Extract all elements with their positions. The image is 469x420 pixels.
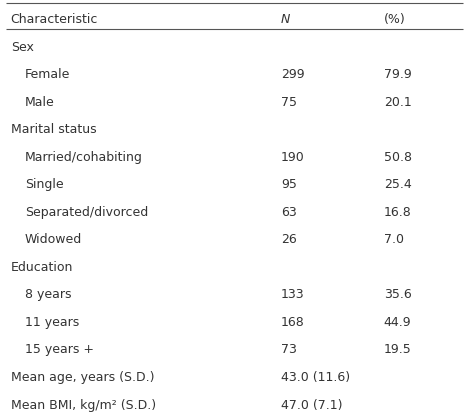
Text: N: N xyxy=(281,13,290,26)
Text: 95: 95 xyxy=(281,178,297,191)
Text: Mean age, years (S.D.): Mean age, years (S.D.) xyxy=(11,371,154,384)
Text: 44.9: 44.9 xyxy=(384,316,411,329)
Text: 133: 133 xyxy=(281,289,305,302)
Text: Education: Education xyxy=(11,261,73,274)
Text: 73: 73 xyxy=(281,344,297,357)
Text: 26: 26 xyxy=(281,233,297,246)
Text: Single: Single xyxy=(25,178,63,191)
Text: Male: Male xyxy=(25,96,54,109)
Text: Female: Female xyxy=(25,68,70,81)
Text: 190: 190 xyxy=(281,151,305,164)
Text: Married/cohabiting: Married/cohabiting xyxy=(25,151,143,164)
Text: 19.5: 19.5 xyxy=(384,344,411,357)
Text: 16.8: 16.8 xyxy=(384,206,411,219)
Text: 25.4: 25.4 xyxy=(384,178,411,191)
Text: 11 years: 11 years xyxy=(25,316,79,329)
Text: 168: 168 xyxy=(281,316,305,329)
Text: 43.0 (11.6): 43.0 (11.6) xyxy=(281,371,350,384)
Text: Separated/divorced: Separated/divorced xyxy=(25,206,148,219)
Text: Widowed: Widowed xyxy=(25,233,82,246)
Text: 47.0 (7.1): 47.0 (7.1) xyxy=(281,399,343,412)
Text: 20.1: 20.1 xyxy=(384,96,411,109)
Text: Sex: Sex xyxy=(11,41,34,53)
Text: 35.6: 35.6 xyxy=(384,289,411,302)
Text: 299: 299 xyxy=(281,68,305,81)
Text: Marital status: Marital status xyxy=(11,123,96,136)
Text: Mean BMI, kg/m² (S.D.): Mean BMI, kg/m² (S.D.) xyxy=(11,399,156,412)
Text: 79.9: 79.9 xyxy=(384,68,411,81)
Text: 7.0: 7.0 xyxy=(384,233,404,246)
Text: 50.8: 50.8 xyxy=(384,151,412,164)
Text: (%): (%) xyxy=(384,13,405,26)
Text: Characteristic: Characteristic xyxy=(11,13,98,26)
Text: 15 years +: 15 years + xyxy=(25,344,94,357)
Text: 8 years: 8 years xyxy=(25,289,71,302)
Text: 63: 63 xyxy=(281,206,297,219)
Text: 75: 75 xyxy=(281,96,297,109)
